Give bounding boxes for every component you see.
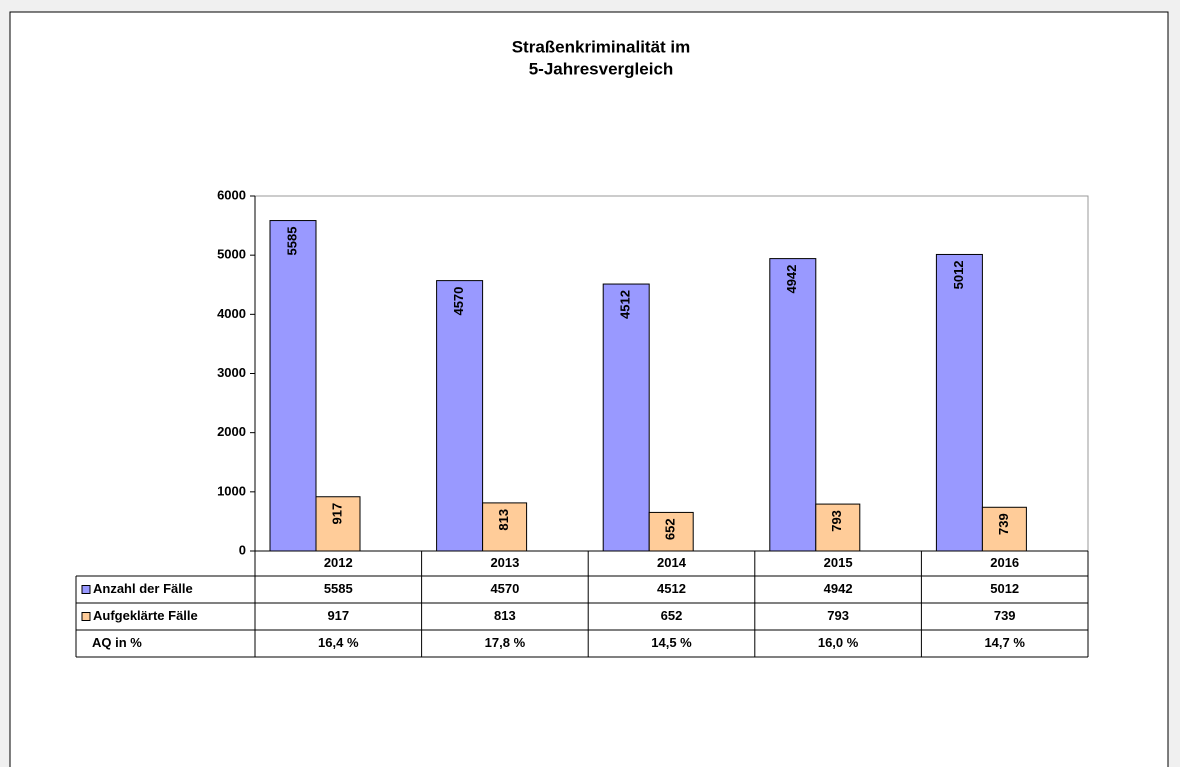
x-tick-label: 2013	[490, 555, 519, 570]
bar	[602, 283, 650, 552]
y-tick-label: 6000	[217, 187, 246, 202]
y-tick-label: 4000	[217, 306, 246, 321]
bar	[315, 496, 361, 552]
x-tick-label: 2016	[990, 555, 1019, 570]
y-tick-label: 0	[239, 542, 246, 557]
bar	[648, 511, 694, 552]
table-cell: 813	[494, 608, 516, 623]
chart-title: Straßenkriminalität im	[512, 37, 691, 56]
table-cell: 16,4 %	[318, 635, 359, 650]
bar	[436, 280, 484, 552]
data-label: 4942	[784, 265, 799, 294]
table-cell: 652	[661, 608, 683, 623]
data-label: 652	[663, 518, 678, 540]
data-label: 4512	[618, 290, 633, 319]
data-label: 5585	[284, 227, 299, 256]
data-label: 5012	[951, 260, 966, 289]
legend-label: Anzahl der Fälle	[93, 581, 193, 596]
table-cell: 5585	[324, 581, 353, 596]
bar	[769, 258, 817, 552]
table-cell: 14,5 %	[651, 635, 692, 650]
data-label: 793	[829, 510, 844, 532]
y-tick-label: 5000	[217, 247, 246, 262]
legend-swatch	[81, 585, 91, 594]
table-cell: 793	[827, 608, 849, 623]
data-label: 4570	[451, 287, 466, 316]
data-label: 917	[329, 503, 344, 525]
table-cell: 739	[994, 608, 1016, 623]
y-tick-label: 3000	[217, 365, 246, 380]
y-tick-label: 1000	[217, 483, 246, 498]
chart-title: 5-Jahresvergleich	[529, 59, 674, 78]
table-cell: 14,7 %	[984, 635, 1025, 650]
data-label: 813	[496, 509, 511, 531]
legend-label: Aufgeklärte Fälle	[93, 608, 198, 623]
data-label: 739	[996, 513, 1011, 535]
table-cell: 16,0 %	[818, 635, 859, 650]
x-tick-label: 2012	[324, 555, 353, 570]
table-cell: 4512	[657, 581, 686, 596]
table-cell: 4942	[824, 581, 853, 596]
bar	[935, 253, 983, 552]
table-cell: 17,8 %	[485, 635, 526, 650]
bar	[269, 220, 317, 552]
y-tick-label: 2000	[217, 424, 246, 439]
table-cell: 4570	[490, 581, 519, 596]
legend-swatch	[81, 612, 91, 621]
x-tick-label: 2015	[824, 555, 853, 570]
x-tick-label: 2014	[657, 555, 687, 570]
table-cell: 5012	[990, 581, 1019, 596]
table-row-label: AQ in %	[92, 635, 142, 650]
table-cell: 917	[327, 608, 349, 623]
